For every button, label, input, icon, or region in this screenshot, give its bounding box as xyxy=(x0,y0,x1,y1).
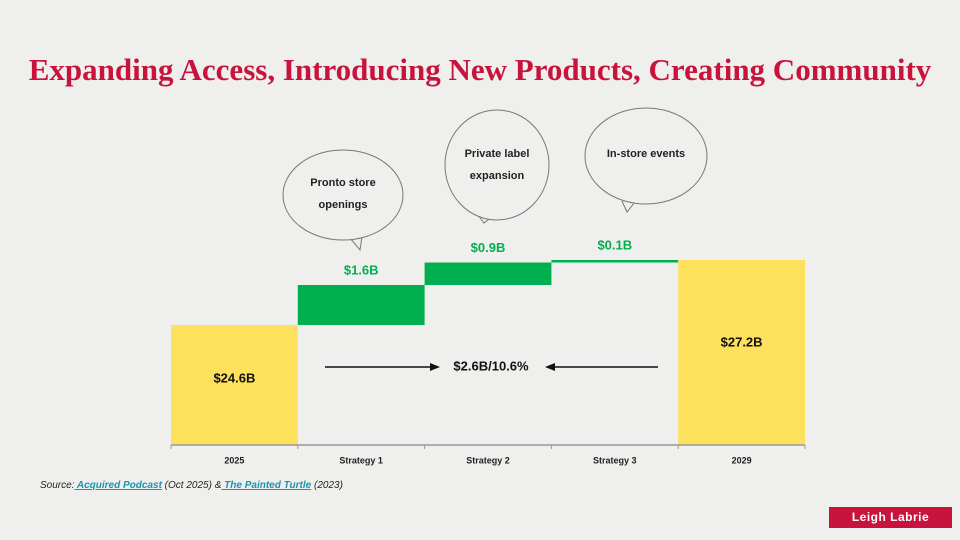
bubble-label: Private label expansion xyxy=(464,148,530,182)
source-prefix: Source: xyxy=(40,480,75,491)
source-link[interactable]: Acquired Podcast xyxy=(74,480,162,491)
value-label: $27.2B xyxy=(721,335,763,350)
arrow-head xyxy=(545,363,555,371)
arrow-head xyxy=(430,363,440,371)
slide-title: Expanding Access, Introducing New Produc… xyxy=(28,52,932,87)
bubble xyxy=(444,109,550,221)
brand-badge: Leigh Labrie xyxy=(829,507,952,528)
bubble-label: Pronto store openings xyxy=(310,177,376,211)
change-arrows xyxy=(325,363,658,371)
source-link[interactable]: The Painted Turtle xyxy=(221,480,312,491)
x-tick-label: Strategy 1 xyxy=(339,455,383,465)
change-label: $2.6B/10.6% xyxy=(453,358,529,373)
total-bar xyxy=(171,325,298,445)
increase-bar xyxy=(424,262,552,285)
bubble-tail xyxy=(349,236,363,252)
source-text: (Oct 2025) & xyxy=(161,480,222,491)
value-label: $24.6B xyxy=(213,370,255,385)
bubble xyxy=(282,149,404,241)
x-tick-label: 2029 xyxy=(732,455,752,465)
source-text: (2023) xyxy=(311,480,343,491)
x-tick-label: Strategy 2 xyxy=(466,455,510,465)
bubble-label: In-store events xyxy=(606,148,686,160)
value-label: $1.6B xyxy=(344,262,379,277)
value-label: $0.9B xyxy=(471,240,506,255)
increase-bar xyxy=(551,260,679,263)
total-bar xyxy=(678,260,805,445)
value-label: $0.1B xyxy=(597,237,632,252)
increase-bar xyxy=(297,285,425,325)
bubble-tail xyxy=(621,200,636,213)
x-tick-label: Strategy 3 xyxy=(593,455,637,465)
bubble xyxy=(584,107,708,205)
bubbles xyxy=(282,107,708,252)
x-tick-label: 2025 xyxy=(224,455,244,465)
source-note: Source: Acquired Podcast (Oct 2025) & Th… xyxy=(40,480,343,491)
